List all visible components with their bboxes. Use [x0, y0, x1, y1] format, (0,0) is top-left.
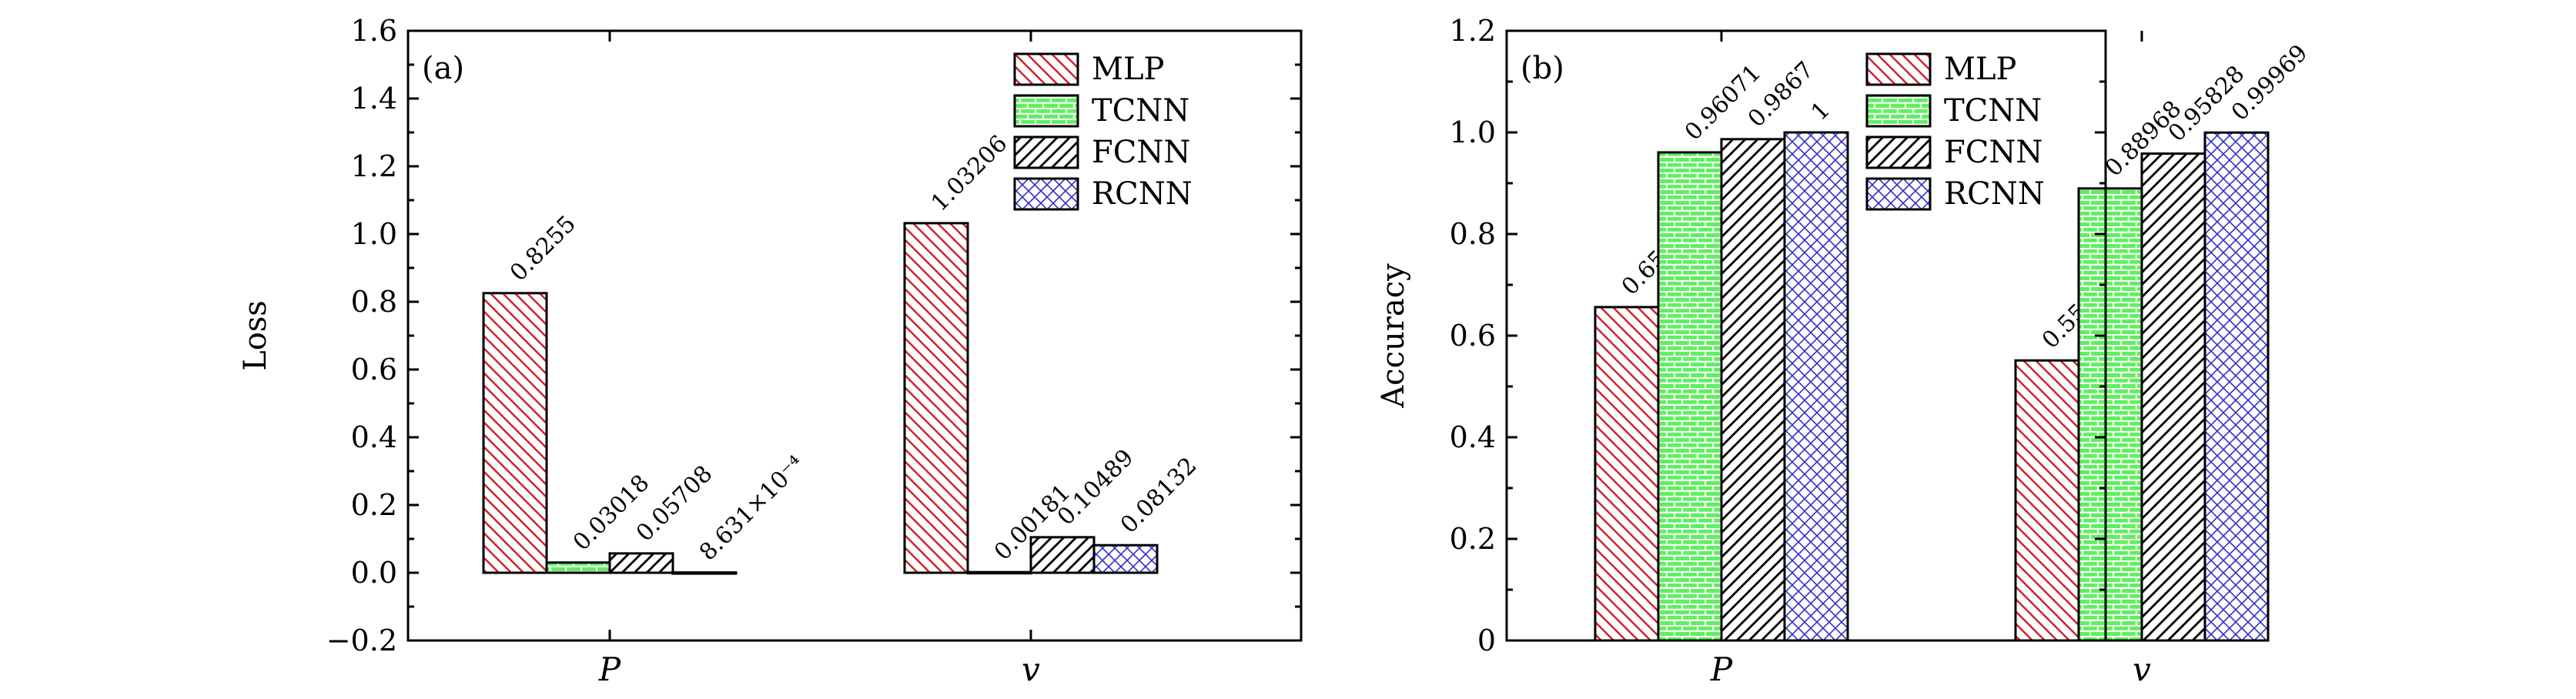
- y-tick-label: 1.0: [1450, 115, 1496, 149]
- legend-swatch-tcnn: [1013, 94, 1079, 128]
- y-tick-label: 0.6: [351, 353, 397, 386]
- y-tick-label: 0.6: [1450, 319, 1496, 353]
- legend: MLP TCNN FCNN RCNN: [1013, 52, 1193, 212]
- y-tick-label: 0.4: [351, 420, 397, 454]
- x-category-label: P: [598, 651, 621, 688]
- bar-rcnn-v: [1092, 543, 1159, 574]
- y-tick-label: 0: [1477, 624, 1496, 657]
- data-label-mlp-v: 1.03206: [926, 130, 1012, 216]
- accuracy-chart-panel: 0.656180.551190.960710.889680.98670.9582…: [1376, 14, 2313, 688]
- y-tick-label: 1.2: [351, 149, 397, 183]
- bar-mlp-v: [903, 222, 969, 574]
- data-label-mlp-p: 0.8255: [505, 210, 581, 286]
- legend: MLP TCNN FCNN RCNN: [1865, 52, 2045, 212]
- bar-rcnn-v: [2203, 131, 2270, 642]
- legend-swatch-mlp: [1013, 52, 1079, 86]
- data-label-rcnn-p: 8.631×10⁻⁴: [694, 450, 810, 566]
- bar-mlp-v: [2014, 359, 2080, 642]
- legend-label-fcnn: FCNN: [1092, 135, 1190, 170]
- bar-tcnn-p: [1657, 151, 1723, 642]
- bar-tcnn-v: [966, 570, 1032, 575]
- y-tick-label: 1.4: [351, 82, 397, 115]
- y-tick-label: 1.0: [351, 217, 397, 251]
- legend-label-fcnn: FCNN: [1944, 135, 2042, 170]
- panel-label: (a): [422, 51, 464, 86]
- legend-swatch-rcnn: [1013, 177, 1079, 211]
- legend-label-tcnn: TCNN: [1092, 93, 1189, 129]
- legend-label-rcnn: RCNN: [1944, 176, 2045, 212]
- legend-label-mlp: MLP: [1092, 52, 1164, 87]
- y-tick-label: 0.2: [351, 488, 397, 522]
- legend-swatch-mlp: [1865, 52, 1932, 86]
- y-tick-label: 0.4: [1450, 420, 1496, 454]
- data-label-rcnn-p: 1: [1806, 96, 1835, 125]
- bar-fcnn-v: [2140, 152, 2206, 642]
- bar-rcnn-p: [1783, 131, 1849, 642]
- y-tick-label: 1.2: [1450, 14, 1496, 48]
- legend-swatch-fcnn: [1865, 135, 1932, 169]
- data-label-fcnn-p: 0.05708: [631, 460, 718, 547]
- y-axis-title: Accuracy: [1376, 263, 1411, 409]
- y-tick-label: 0.8: [351, 285, 397, 319]
- legend-swatch-fcnn: [1013, 135, 1079, 169]
- bar-fcnn-p: [1720, 138, 1786, 642]
- bar-fcnn-v: [1029, 536, 1096, 574]
- legend-label-mlp: MLP: [1944, 52, 2016, 87]
- bar-tcnn-p: [545, 561, 611, 574]
- legend-swatch-tcnn: [1865, 94, 1932, 128]
- bar-mlp-p: [482, 292, 548, 574]
- legend-swatch-rcnn: [1865, 177, 1932, 211]
- panel-label: (b): [1521, 51, 1564, 86]
- x-category-label: v: [2133, 651, 2151, 688]
- data-label-tcnn-p: 0.03018: [568, 470, 654, 556]
- bar-fcnn-p: [608, 552, 674, 574]
- legend-label-tcnn: TCNN: [1944, 93, 2042, 129]
- y-tick-label: 0.0: [351, 556, 397, 590]
- y-tick-label: −0.2: [326, 624, 397, 657]
- x-category-label: v: [1022, 651, 1040, 688]
- bar-tcnn-v: [2077, 187, 2143, 642]
- y-axis-title: Loss: [238, 300, 273, 371]
- y-tick-label: 0.2: [1450, 522, 1496, 556]
- y-tick-label: 0.8: [1450, 217, 1496, 251]
- bar-mlp-p: [1594, 306, 1660, 642]
- bar-rcnn-p: [671, 571, 738, 575]
- legend-label-rcnn: RCNN: [1092, 176, 1193, 212]
- y-tick-label: 1.6: [351, 14, 397, 48]
- x-category-label: P: [1710, 651, 1733, 688]
